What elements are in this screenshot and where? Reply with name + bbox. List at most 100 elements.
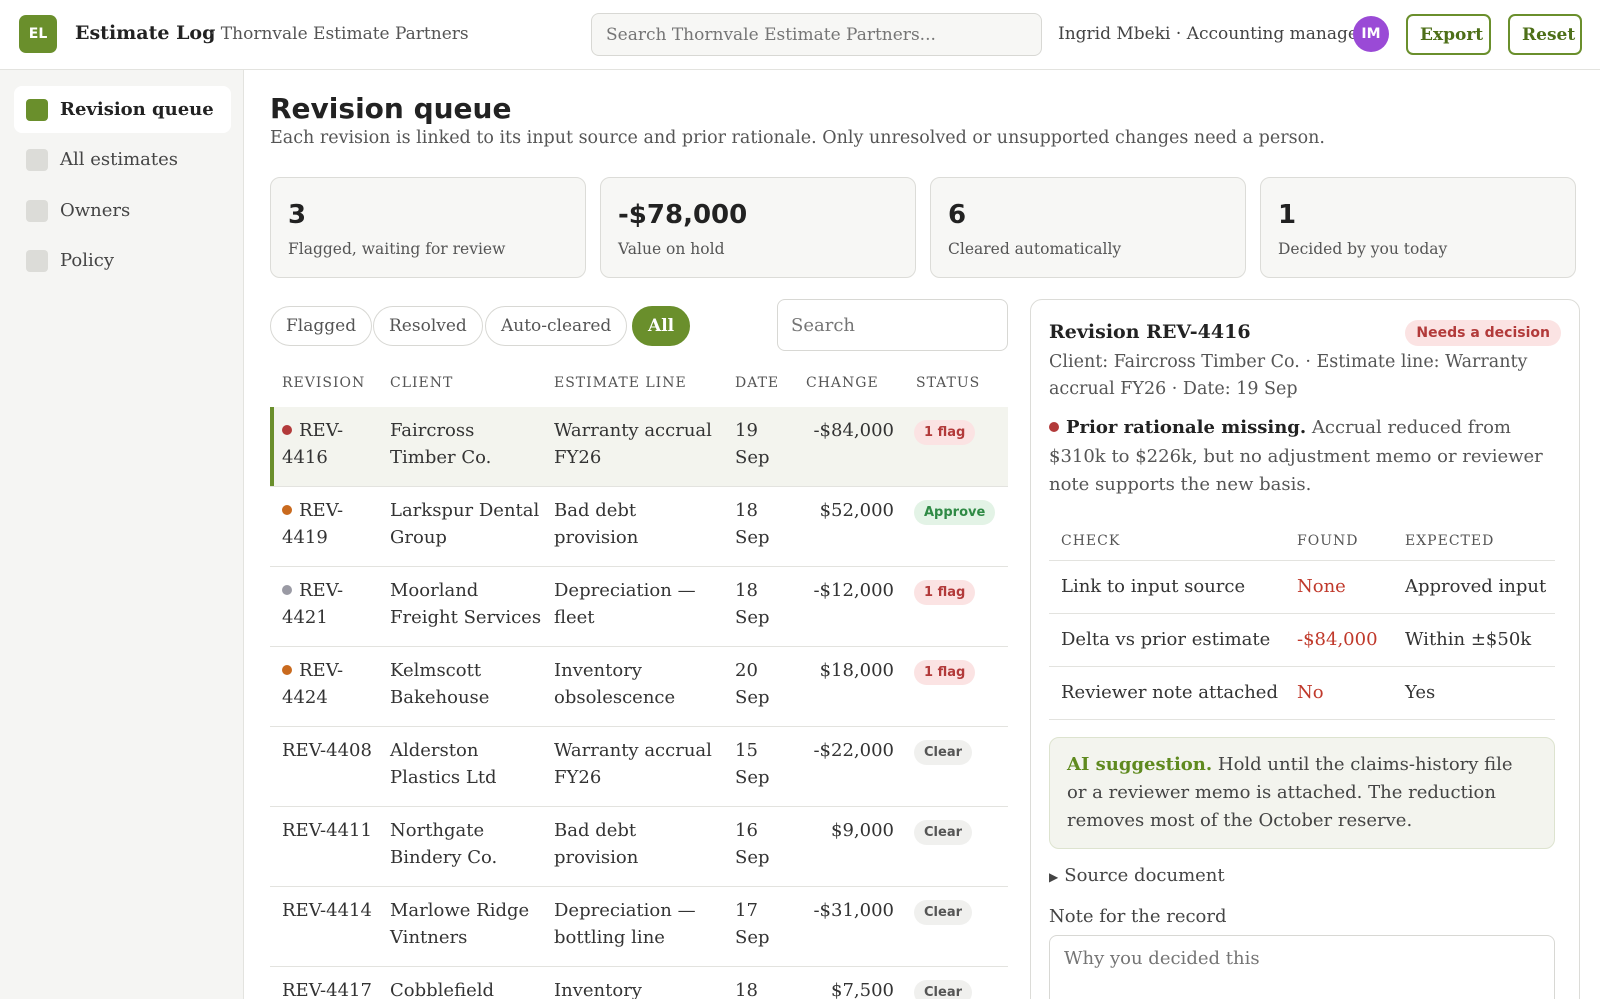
- stat-label: Value on hold: [618, 240, 725, 258]
- table-search-input[interactable]: [777, 299, 1008, 351]
- stat-card-cleared: 6 Cleared automatically: [930, 177, 1246, 278]
- check-row: Reviewer note attached No Yes: [1049, 667, 1555, 720]
- table-row[interactable]: REV-4411 Northgate Bindery Co. Bad debt prov…: [270, 807, 1008, 887]
- column-header-date[interactable]: DATE: [735, 375, 780, 391]
- table-row[interactable]: REV-4408 Alderston Plastics Ltd Warranty ac…: [270, 727, 1008, 807]
- status-badge: 1 flag: [914, 420, 976, 445]
- avatar[interactable]: IM: [1353, 16, 1389, 52]
- date-cell: 19 Sep: [735, 417, 795, 471]
- check-expected: Within ±$50k: [1405, 629, 1532, 650]
- check-found: No: [1297, 682, 1324, 703]
- issue-text: Accrual reduced from $310k to $226k, but…: [1049, 417, 1543, 495]
- status-dot-icon: [282, 505, 292, 515]
- table-row[interactable]: REV- 4424 Kelmscott Bakehouse Inventory obsol…: [270, 647, 1008, 727]
- stat-value: 3: [288, 200, 307, 230]
- revision-id-cell: REV-4408: [282, 737, 382, 764]
- client-cell: Faircross Timber Co.: [390, 417, 550, 471]
- filter-all[interactable]: All: [632, 306, 691, 346]
- date-day: 20: [735, 660, 758, 681]
- date-cell: 18 Sep: [735, 577, 795, 631]
- client-cell: Moorland Freight Services: [390, 577, 550, 631]
- status-dot-icon: [282, 585, 292, 595]
- column-header-status[interactable]: STATUS: [916, 375, 981, 391]
- revision-id: REV-4414: [282, 900, 372, 921]
- date-day: 18: [735, 580, 758, 601]
- change-cell: -$12,000: [813, 580, 894, 601]
- global-search-input[interactable]: [591, 13, 1042, 56]
- column-header-revision[interactable]: REVISION: [282, 375, 366, 391]
- nav-square-icon: [26, 148, 48, 171]
- check-name: Reviewer note attached: [1061, 682, 1278, 703]
- revision-id: REV-4408: [282, 740, 372, 761]
- revision-id-cell: REV-4414: [282, 897, 382, 924]
- sidebar-item-label: Owners: [60, 200, 131, 221]
- issue-description: Prior rationale missing. Accrual reduced…: [1049, 414, 1559, 500]
- nav-square-icon: [26, 249, 48, 272]
- page-title: Revision queue: [270, 92, 512, 125]
- source-document-toggle[interactable]: ▶ Source document: [1049, 865, 1225, 886]
- user-name-role: Ingrid Mbeki · Accounting manager: [1058, 24, 1367, 44]
- filter-auto-cleared[interactable]: Auto-cleared: [485, 306, 628, 346]
- column-header-change[interactable]: CHANGE: [806, 375, 879, 391]
- client-name: Larkspur Dental: [390, 500, 540, 521]
- reset-button[interactable]: Reset: [1508, 14, 1582, 55]
- revision-id-suffix: 4419: [282, 527, 328, 548]
- client-cell: Cobblefield: [390, 977, 550, 999]
- stat-card-value-on-hold: -$78,000 Value on hold: [600, 177, 916, 278]
- client-name-cont: Freight Services: [390, 607, 542, 628]
- client-name: Cobblefield: [390, 980, 495, 999]
- organization-name: · Thornvale Estimate Partners: [210, 24, 469, 44]
- export-button[interactable]: Export: [1406, 14, 1491, 55]
- sidebar-item-all-estimates[interactable]: All estimates: [14, 136, 231, 183]
- revision-id-suffix: 4421: [282, 607, 328, 628]
- stat-label: Decided by you today: [1278, 240, 1448, 258]
- main-content: Revision queue Each revision is linked t…: [244, 70, 1600, 999]
- table-row[interactable]: REV- 4421 Moorland Freight Services Deprecia…: [270, 567, 1008, 647]
- note-field[interactable]: [1049, 935, 1555, 999]
- table-row[interactable]: REV- 4419 Larkspur Dental Group Bad debt prov…: [270, 487, 1008, 567]
- client-name-cont: Vintners: [390, 927, 468, 948]
- estimate-line: Bad debt: [554, 820, 637, 841]
- check-row: Link to input source None Approved input: [1049, 561, 1555, 614]
- table-row[interactable]: REV-4414 Marlowe Ridge Vintners Depreciatio…: [270, 887, 1008, 967]
- estimate-line-cont: fleet: [554, 607, 595, 628]
- checks-table: CHECK FOUND EXPECTED Link to input sourc…: [1049, 520, 1555, 720]
- estimate-line: Inventory: [554, 980, 642, 999]
- client-cell: Kelmscott Bakehouse: [390, 657, 550, 711]
- estimate-line: Warranty accrual: [554, 740, 712, 761]
- client-name: Moorland: [390, 580, 479, 601]
- date-month: Sep: [735, 687, 770, 708]
- table-row[interactable]: REV-4417 Cobblefield Inventory 18 $7,500 Clea…: [270, 967, 1008, 999]
- change-cell: $9,000: [831, 820, 894, 841]
- table-row[interactable]: REV- 4416 Faircross Timber Co. Warranty accr…: [270, 407, 1008, 487]
- estimate-line-cont: provision: [554, 847, 639, 868]
- stat-value: -$78,000: [618, 200, 748, 230]
- revision-id-cell: REV- 4421: [282, 577, 382, 631]
- revision-id-cell: REV- 4424: [282, 657, 382, 711]
- nav-square-icon: [26, 98, 48, 121]
- issue-title: Prior rationale missing.: [1066, 417, 1307, 438]
- status-badge: 1 flag: [914, 660, 976, 685]
- date-cell: 20 Sep: [735, 657, 795, 711]
- date-cell: 16 Sep: [735, 817, 795, 871]
- column-header-estimate-line[interactable]: ESTIMATE LINE: [554, 375, 687, 391]
- date-cell: 18 Sep: [735, 497, 795, 551]
- status-dot-icon: [282, 425, 292, 435]
- client-name: Northgate: [390, 820, 485, 841]
- estimate-line: Depreciation —: [554, 580, 696, 601]
- date-month: Sep: [735, 847, 770, 868]
- date-month: Sep: [735, 447, 770, 468]
- revision-id-suffix: 4416: [282, 447, 328, 468]
- column-header-client[interactable]: CLIENT: [390, 375, 454, 391]
- sidebar-item-owners[interactable]: Owners: [14, 187, 231, 234]
- filter-flagged[interactable]: Flagged: [270, 306, 373, 346]
- status-badge: Approve: [914, 500, 996, 525]
- sidebar-item-revision-queue[interactable]: Revision queue: [14, 86, 231, 133]
- sidebar-item-policy[interactable]: Policy: [14, 237, 231, 284]
- revision-id: REV-: [299, 420, 344, 441]
- date-month: Sep: [735, 607, 770, 628]
- filter-resolved[interactable]: Resolved: [373, 306, 483, 346]
- nav-square-icon: [26, 199, 48, 222]
- estimate-line: Depreciation —: [554, 900, 696, 921]
- client-cell: Marlowe Ridge Vintners: [390, 897, 550, 951]
